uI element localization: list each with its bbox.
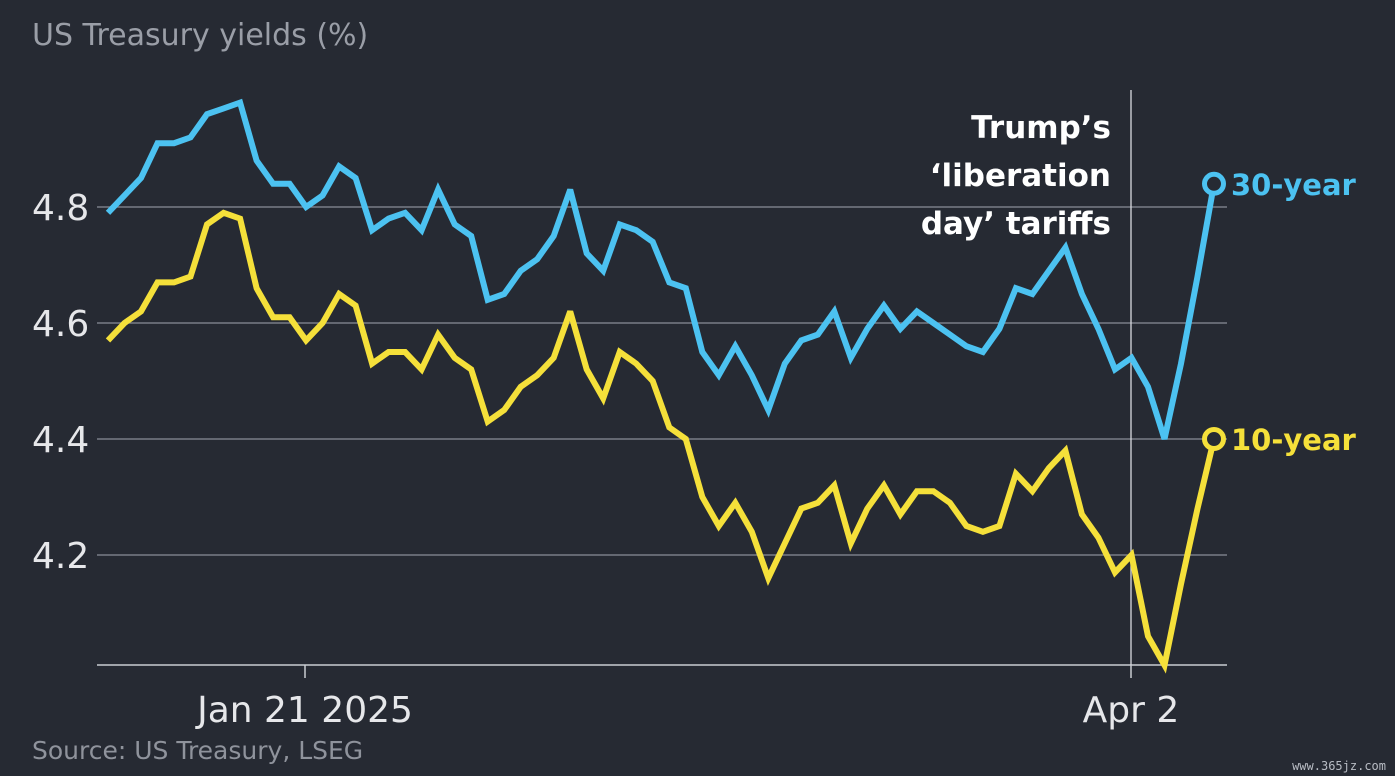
- gridlines: [97, 206, 1227, 556]
- annotation-text: Trump’s ‘liberation day’ tariffs: [921, 110, 1111, 242]
- series-line-10-year: [105, 209, 1217, 674]
- annotation-line: day’ tariffs: [921, 206, 1111, 242]
- series-end-marker: [1202, 427, 1226, 451]
- series-line-30-year: [105, 98, 1217, 440]
- series-end-marker: [1202, 171, 1226, 196]
- watermark: www.365jz.com: [1292, 759, 1386, 773]
- x-tick-label: Apr 2: [1083, 690, 1180, 731]
- y-tick-label: 4.2: [32, 536, 89, 577]
- y-tick-label: 4.6: [32, 304, 89, 345]
- series-lines: 30-year 10-year: [105, 98, 1357, 674]
- y-tick-label: 4.4: [32, 420, 89, 461]
- annotation-line: ‘liberation: [930, 158, 1111, 194]
- x-axis-ticks: Jan 21 2025 Apr 2: [195, 665, 1179, 731]
- annotation-line: Trump’s: [971, 110, 1111, 146]
- series-label: 30-year: [1231, 168, 1357, 202]
- series-label: 10-year: [1231, 423, 1357, 457]
- x-tick-label: Jan 21 2025: [195, 690, 413, 731]
- y-tick-label: 4.8: [32, 188, 89, 229]
- chart-title: US Treasury yields (%): [32, 18, 368, 53]
- y-axis-tick-labels: 4.2 4.4 4.6 4.8: [32, 188, 89, 577]
- source-note: Source: US Treasury, LSEG: [32, 736, 363, 765]
